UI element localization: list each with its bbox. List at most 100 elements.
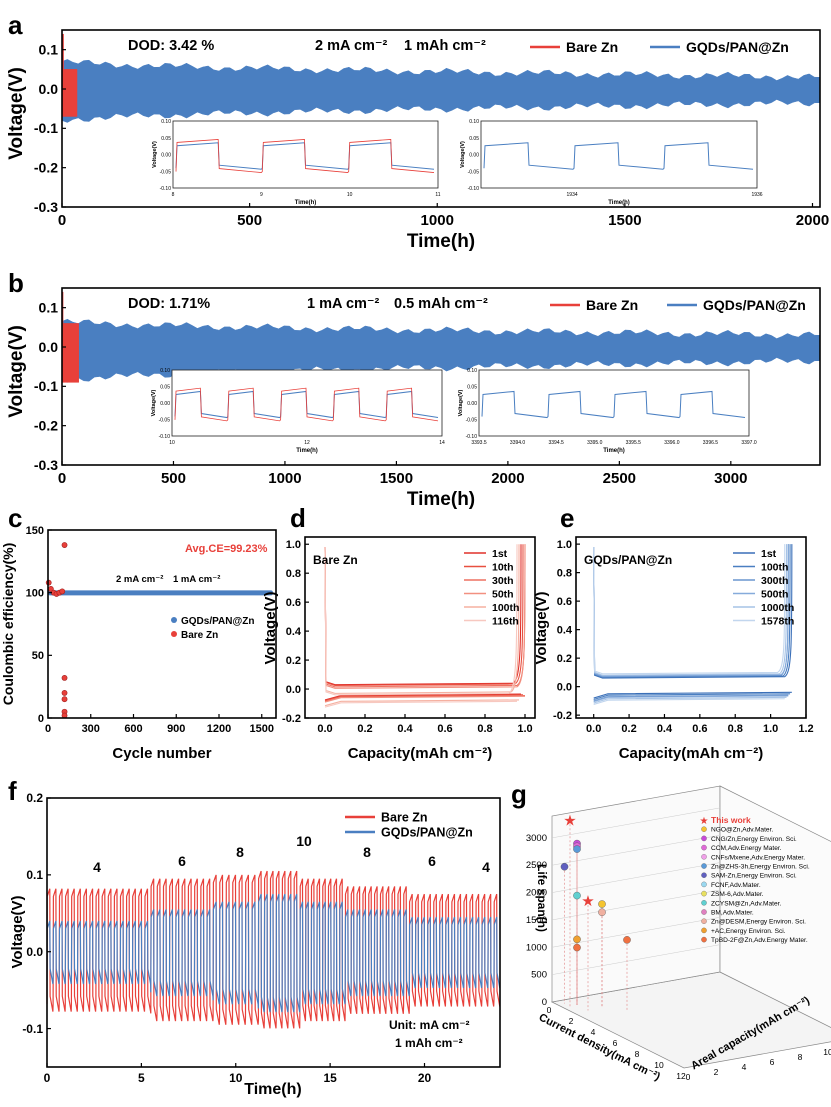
x-tick-label: 10 xyxy=(654,1060,664,1070)
comparison-point xyxy=(573,943,581,952)
y-tick-label: 0 xyxy=(38,713,44,725)
legend-swatch xyxy=(701,863,707,869)
series-discharge-curve xyxy=(324,693,522,701)
y-tick-label: 0.1 xyxy=(26,868,43,882)
rate-step-label: 6 xyxy=(428,853,436,869)
series-discharge-curve xyxy=(324,699,520,707)
y-tick-label: 0.0 xyxy=(26,945,43,959)
legend-label: Bare Zn xyxy=(566,39,618,55)
x-tick-label: 0.6 xyxy=(437,723,452,735)
x-tick-label: 0.6 xyxy=(692,723,707,735)
legend-swatch xyxy=(701,872,707,878)
x-tick-label: 0 xyxy=(44,1071,51,1085)
series-gqd-envelope xyxy=(61,59,821,123)
plot-frame xyxy=(46,797,501,1068)
legend-label: CCM,Adv.Energy Mater. xyxy=(711,845,782,852)
rate-step-label: 8 xyxy=(363,844,371,860)
annotation-capacity: 0.5 mAh cm⁻² xyxy=(394,296,488,312)
legend-label: CNFs/Mxene,Adv.Energy Mater. xyxy=(711,854,805,861)
inset-y-tick-label: 0.00 xyxy=(161,153,171,159)
legend-swatch xyxy=(701,826,707,832)
legend-label: 1st xyxy=(761,548,777,560)
annotation-current: 2 mA cm⁻² xyxy=(116,574,163,585)
plot-frame xyxy=(61,287,821,466)
legend-label: Zn@ZHS-3h,Energy Environ. Sci. xyxy=(711,864,810,871)
legend-label: ZSM-6,Adv.Mater. xyxy=(711,891,764,898)
legend-label: 1578th xyxy=(761,616,794,628)
rate-step-label: 6 xyxy=(178,853,186,869)
inset-y-label: Voltage(V) xyxy=(151,389,157,416)
legend-swatch xyxy=(701,881,707,888)
inset-x-tick-label: 3396.0 xyxy=(664,440,680,446)
grid-line xyxy=(551,917,721,948)
comparison-point xyxy=(598,900,606,908)
z-tick-label: 0 xyxy=(686,1072,691,1082)
x-tick-label: 0.4 xyxy=(657,723,673,735)
x-tick-label: 1.0 xyxy=(517,723,532,735)
panel-label: c xyxy=(8,503,22,533)
inset-y-tick-label: 0.10 xyxy=(469,119,479,125)
y-tick-label: -0.1 xyxy=(34,378,58,394)
x-tick-label: 1500 xyxy=(250,723,274,735)
y-tick-label: -0.2 xyxy=(34,418,58,434)
panel-label: f xyxy=(8,776,17,806)
bare-ce-point xyxy=(59,588,66,595)
panel-label: b xyxy=(8,268,24,298)
annotation-capacity: 1 mA cm⁻² xyxy=(173,574,220,585)
grid-line xyxy=(551,944,721,975)
legend-label: CNG/Zn,Energy Environ. Sci. xyxy=(711,836,797,843)
series-charge-curve xyxy=(593,544,789,677)
x-axis-title: Cycle number xyxy=(112,745,211,762)
legend-label: SAM-Zn,Energy Environ. Sci. xyxy=(711,873,797,880)
legend-swatch: ★ xyxy=(700,816,709,827)
grid-line xyxy=(551,889,721,921)
legend-label: Zn@DESM,Energy Environ. Sci. xyxy=(711,919,806,926)
inset-x-tick-label: 11 xyxy=(435,192,440,198)
legend-label: GQDs/PAN@Zn xyxy=(686,39,789,55)
inset-y-label: Voltage(V) xyxy=(458,389,464,416)
z-tick-label: 2 xyxy=(714,1067,719,1077)
inset-y-tick-label: -0.05 xyxy=(159,418,171,424)
z-tick-label: 10 xyxy=(823,1047,831,1057)
bare-ce-point xyxy=(61,542,68,548)
series-charge-curve xyxy=(593,544,786,675)
comparison-point xyxy=(573,845,581,853)
inset-y-tick-label: 0.05 xyxy=(469,136,479,142)
legend-label: 30th xyxy=(492,575,514,587)
series-discharge-curve xyxy=(324,695,526,703)
legend-swatch xyxy=(701,835,707,842)
legend-label: +AC,Energy Environ. Sci. xyxy=(711,928,786,935)
y-tick-label: 0.8 xyxy=(286,568,301,580)
comparison-point xyxy=(560,862,569,871)
x-tick-label: 1500 xyxy=(380,470,413,487)
x-tick-label: 0.0 xyxy=(586,723,601,735)
this-work-star: ★ xyxy=(563,812,576,829)
legend-label: 100th xyxy=(761,562,788,574)
y-tick-label: 2000 xyxy=(526,888,547,899)
series-bare-envelope xyxy=(61,323,79,383)
box-side-wall xyxy=(719,785,831,1028)
legend-label: BM,Adv.Mater. xyxy=(711,910,754,917)
bare-ce-point xyxy=(61,696,68,703)
y-tick-label: 1500 xyxy=(526,915,547,926)
x-tick-label: 0 xyxy=(58,212,66,229)
legend-label: 300th xyxy=(761,575,788,587)
inset-bare-trace xyxy=(174,387,439,422)
rate-step-label: 4 xyxy=(482,859,490,875)
inset-y-tick-label: -0.10 xyxy=(466,434,478,440)
inset-x-tick-label: 1934 xyxy=(567,192,578,198)
plot-frame xyxy=(61,29,821,208)
y-tick-label: 0.1 xyxy=(39,42,59,58)
legend-swatch xyxy=(701,936,707,943)
x-tick-label: 20 xyxy=(418,1071,432,1085)
x-tick-label: 1000 xyxy=(421,212,454,229)
series-discharge-curve xyxy=(593,693,791,700)
legend-label: 10th xyxy=(492,562,514,574)
y-tick-label: 0 xyxy=(542,997,547,1008)
x-tick-label: 2000 xyxy=(491,470,524,487)
legend-swatch xyxy=(701,909,707,915)
panel-label: g xyxy=(511,779,527,809)
legend-label: GQDs/PAN@Zn xyxy=(703,297,806,313)
x-tick-label: 6 xyxy=(613,1038,618,1048)
